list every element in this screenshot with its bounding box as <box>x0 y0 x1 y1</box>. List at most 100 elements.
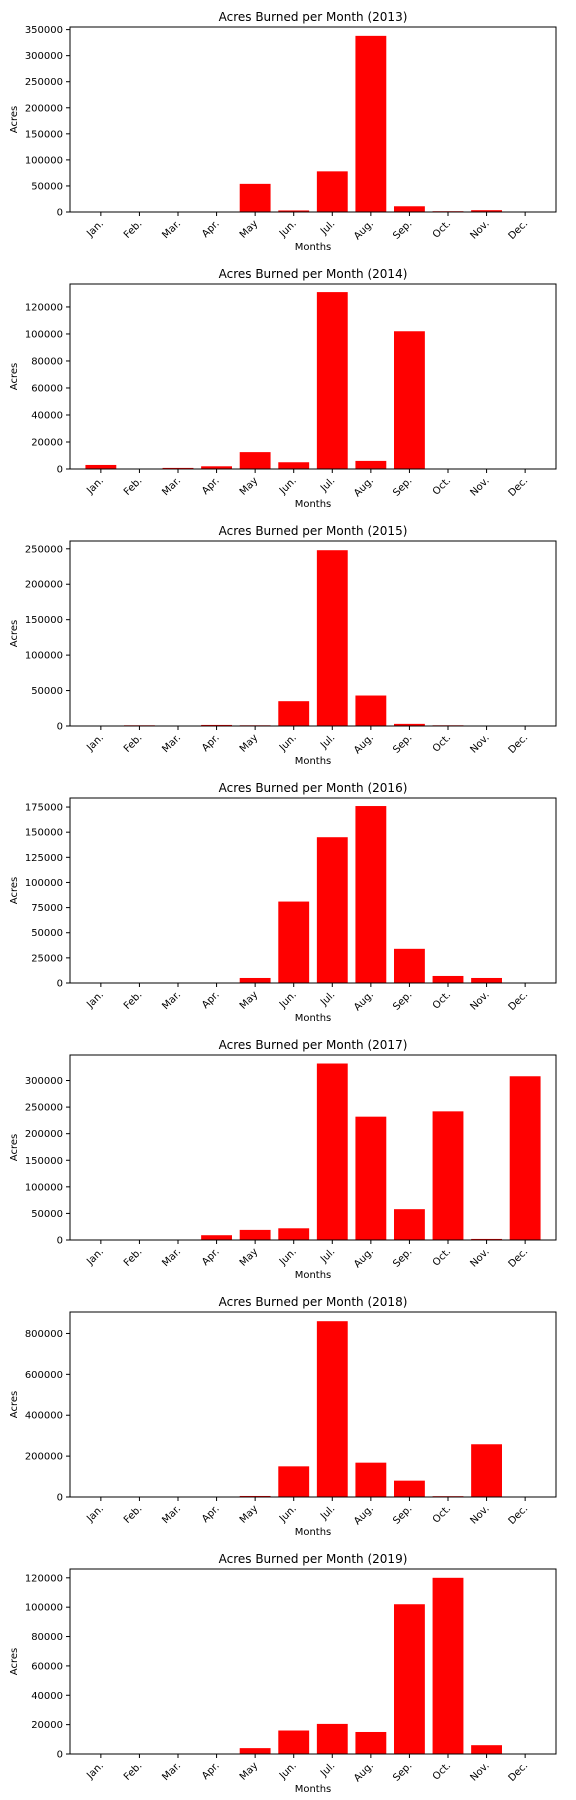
y-axis-label: Acres <box>9 620 20 647</box>
x-tick-label: Oct. <box>431 475 453 497</box>
bar-sep <box>394 723 425 726</box>
y-tick-label: 400000 <box>25 1411 63 1422</box>
y-tick-label: 100000 <box>25 155 63 166</box>
bar-chart-5: Acres Burned per Month (2018) 0 200000 4000… <box>9 1295 557 1538</box>
x-axis-label: Months <box>295 1784 332 1795</box>
y-tick-label: 200000 <box>25 580 63 591</box>
x-tick-label: Oct. <box>431 1503 453 1525</box>
x-tick-label: Mar. <box>160 1760 183 1783</box>
x-tick-label: Oct. <box>431 732 453 754</box>
bar-may <box>239 183 271 212</box>
y-tick-label: 300000 <box>25 1076 63 1087</box>
y-tick-label: 100000 <box>25 878 63 889</box>
x-tick-label: Dec. <box>507 1246 531 1270</box>
x-tick-label: Apr. <box>200 732 222 754</box>
x-tick-label: Sep. <box>391 475 414 498</box>
x-tick-label: Jun. <box>277 218 299 240</box>
x-axis-label: Months <box>295 1270 332 1281</box>
x-tick-label: Aug. <box>352 732 376 756</box>
y-axis-label: Acres <box>9 877 20 904</box>
bar-chart-0: Acres Burned per Month (2013) 0 50000 10000… <box>9 10 557 253</box>
y-tick-label: 300000 <box>25 51 63 62</box>
x-tick-label: May <box>238 989 260 1011</box>
y-tick-label: 120000 <box>25 1573 63 1584</box>
x-tick-label: May <box>238 1503 260 1525</box>
bar-oct <box>432 1111 464 1240</box>
x-axis-label: Months <box>295 1527 332 1538</box>
bar-nov <box>471 977 502 983</box>
x-tick-label: Oct. <box>431 989 453 1011</box>
bar-jun <box>278 901 310 983</box>
x-tick-label: Nov. <box>468 989 491 1012</box>
x-axis-label: Months <box>295 242 332 253</box>
y-tick-label: 175000 <box>25 803 63 814</box>
plot-frame <box>69 26 557 213</box>
chart-title: Acres Burned per Month (2015) <box>219 524 408 538</box>
y-tick-label: 120000 <box>25 302 63 313</box>
x-tick-label: Feb. <box>122 732 145 755</box>
x-tick-label: Dec. <box>507 1503 531 1527</box>
bar-aug <box>355 460 387 469</box>
x-tick-label: Mar. <box>160 1503 183 1526</box>
bar-chart-2: Acres Burned per Month (2015) 0 50000 10000… <box>9 524 557 767</box>
bar-jul <box>316 1321 348 1497</box>
x-tick-label: Aug. <box>352 1246 376 1270</box>
y-tick-label: 20000 <box>31 1720 63 1731</box>
x-tick-label: Nov. <box>468 732 491 755</box>
y-tick-label: 50000 <box>31 181 63 192</box>
y-tick-label: 50000 <box>31 928 63 939</box>
bar-may <box>239 1229 271 1240</box>
x-tick-label: Apr. <box>200 1503 222 1525</box>
x-axis-label: Months <box>295 756 332 767</box>
x-tick-label: Jan. <box>84 732 106 754</box>
x-tick-label: Oct. <box>431 1760 453 1782</box>
bar-apr <box>201 724 232 726</box>
x-tick-label: Jul. <box>318 989 337 1008</box>
y-axis-label: Acres <box>9 106 20 133</box>
x-tick-label: May <box>238 1246 260 1268</box>
y-tick-label: 0 <box>57 722 63 733</box>
chart-title: Acres Burned per Month (2018) <box>219 1295 408 1309</box>
x-tick-label: Aug. <box>352 1503 376 1527</box>
x-tick-label: May <box>238 1760 260 1782</box>
bar-jul <box>316 550 348 726</box>
x-tick-label: Feb. <box>122 1760 145 1783</box>
x-tick-label: Jul. <box>318 218 337 237</box>
bar-jul <box>316 1723 348 1754</box>
x-axis-label: Months <box>295 1013 332 1024</box>
bar-nov <box>471 1745 502 1754</box>
x-tick-label: Feb. <box>122 1503 145 1526</box>
y-tick-label: 75000 <box>31 903 63 914</box>
chart-title: Acres Burned per Month (2017) <box>219 1038 408 1052</box>
y-tick-label: 0 <box>57 208 63 219</box>
bar-apr <box>201 466 232 469</box>
bar-may <box>239 1748 271 1754</box>
bar-jun <box>278 1730 310 1754</box>
x-tick-label: Jan. <box>84 1246 106 1268</box>
plot-frame <box>69 797 557 984</box>
x-tick-label: Jun. <box>277 1246 299 1268</box>
x-tick-label: Jun. <box>277 1760 299 1782</box>
x-tick-label: Feb. <box>122 989 145 1012</box>
x-tick-label: Jan. <box>84 218 106 240</box>
bar-jul <box>316 292 348 469</box>
y-tick-label: 350000 <box>25 25 63 36</box>
y-tick-label: 0 <box>57 1750 63 1761</box>
x-tick-label: Jan. <box>84 475 106 497</box>
x-tick-label: Mar. <box>160 218 183 241</box>
x-tick-label: Jun. <box>277 1503 299 1525</box>
y-tick-label: 40000 <box>31 1691 63 1702</box>
x-tick-label: Feb. <box>122 475 145 498</box>
x-tick-label: Jun. <box>277 989 299 1011</box>
bar-sep <box>394 206 425 212</box>
bar-jun <box>278 1466 310 1497</box>
y-tick-label: 100000 <box>25 1182 63 1193</box>
x-tick-label: Nov. <box>468 1503 491 1526</box>
x-tick-label: Jul. <box>318 732 337 751</box>
y-axis-label: Acres <box>9 1648 20 1675</box>
x-tick-label: Mar. <box>160 1246 183 1269</box>
chart-title: Acres Burned per Month (2019) <box>219 1552 408 1566</box>
bar-jun <box>278 701 310 726</box>
x-axis-label: Months <box>295 499 332 510</box>
bar-may <box>239 1495 271 1497</box>
